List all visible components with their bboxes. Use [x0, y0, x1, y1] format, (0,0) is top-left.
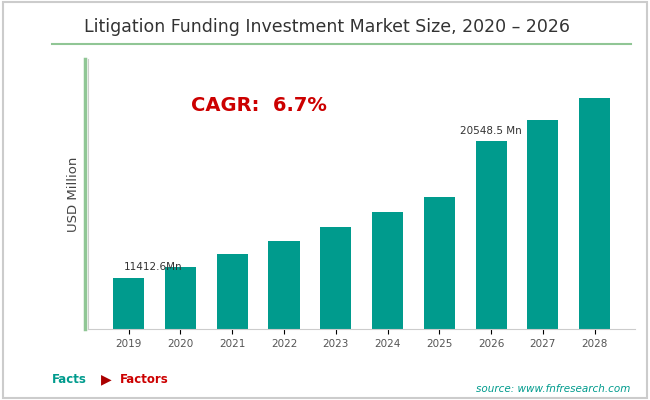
Bar — [268, 241, 300, 400]
Text: Factors: Factors — [120, 373, 169, 386]
Bar — [216, 254, 248, 400]
Bar — [579, 98, 610, 400]
Text: Facts: Facts — [52, 373, 87, 386]
Bar — [372, 212, 403, 400]
Text: source: www.fnfresearch.com: source: www.fnfresearch.com — [476, 384, 630, 394]
Text: ▶: ▶ — [101, 372, 111, 386]
Text: CAGR:  6.7%: CAGR: 6.7% — [191, 96, 327, 115]
Bar — [320, 227, 351, 400]
Bar — [113, 278, 144, 400]
Text: 11412.6Mn: 11412.6Mn — [124, 262, 182, 272]
Text: Litigation Funding Investment Market Size, 2020 – 2026: Litigation Funding Investment Market Siz… — [84, 18, 571, 36]
Y-axis label: USD Million: USD Million — [67, 156, 80, 232]
Bar — [165, 266, 196, 400]
Bar — [424, 196, 455, 400]
Bar — [476, 141, 506, 400]
Text: 20548.5 Mn: 20548.5 Mn — [460, 126, 522, 136]
Bar — [527, 120, 558, 400]
